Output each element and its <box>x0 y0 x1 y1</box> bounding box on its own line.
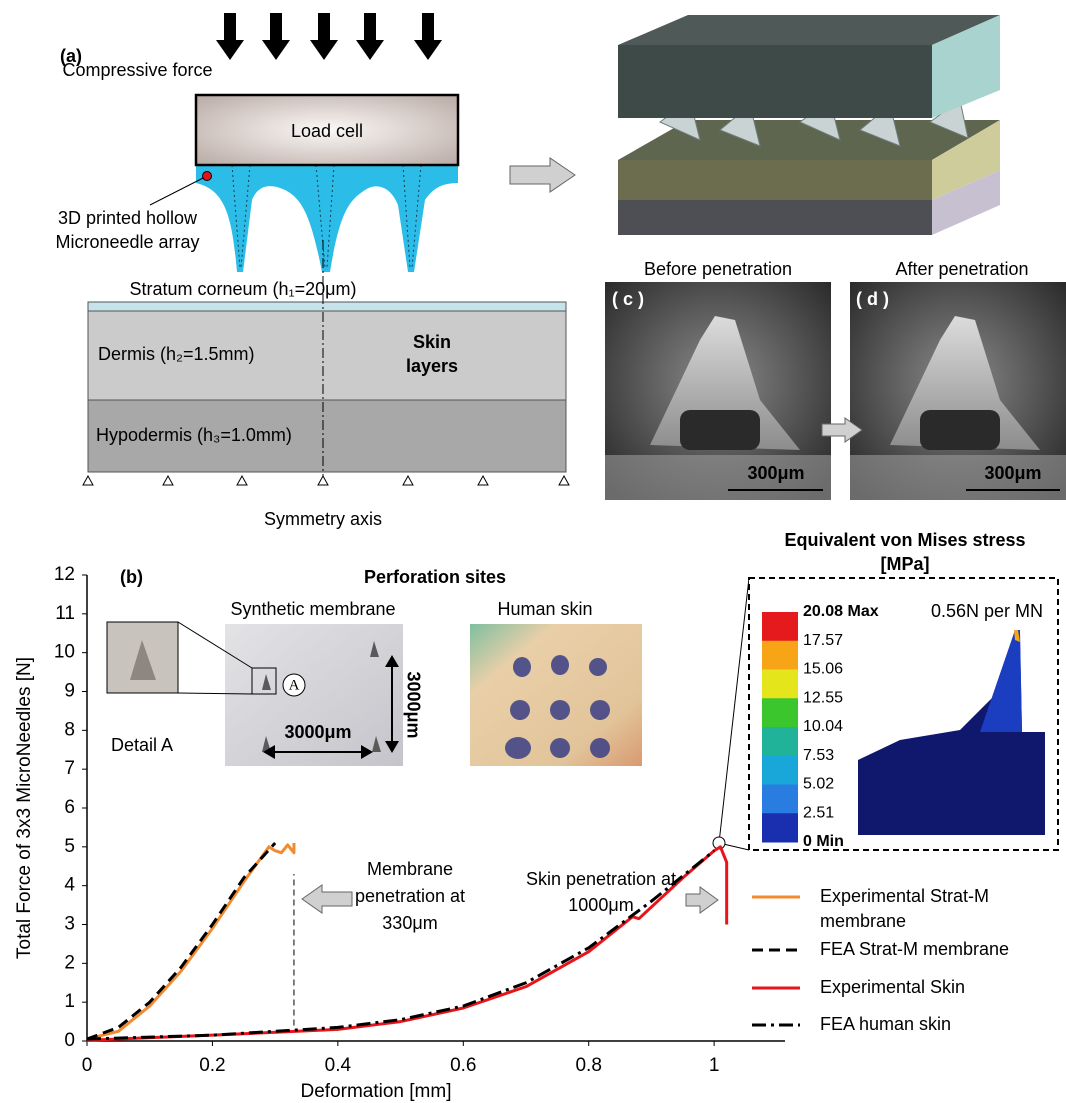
y-tick-label: 0 <box>64 1030 75 1051</box>
x-tick-label: 0.6 <box>450 1055 476 1076</box>
dimension-label: 3000μm <box>284 722 351 742</box>
inset-title: Perforation sites <box>364 567 506 587</box>
colorbar-label: 5.02 <box>803 776 834 793</box>
y-tick-label: 2 <box>64 952 75 973</box>
colorbar-band <box>762 612 798 641</box>
dermis-label: Dermis (h₂=1.5mm) <box>98 344 255 364</box>
colorbar-label: 7.53 <box>803 747 834 764</box>
annotation: Membrane penetration at 330μm <box>354 856 466 937</box>
series-line <box>87 843 294 1039</box>
legend-label: FEA human skin <box>820 1012 1060 1037</box>
legend-label: FEA Strat-M membrane <box>820 937 1060 962</box>
x-tick-label: 1 <box>709 1055 720 1076</box>
render-3d <box>618 15 1000 235</box>
colorbar-label: 10.04 <box>803 718 843 735</box>
legend-label: Experimental Skin <box>820 975 1060 1000</box>
arrow <box>510 158 575 192</box>
leader-line <box>150 176 207 205</box>
fea-load: 0.56N per MN <box>931 601 1043 621</box>
force-label: Compressive force <box>60 58 215 82</box>
legend-label: Experimental Strat-M membrane <box>820 884 1060 934</box>
y-tick-label: 10 <box>54 642 75 663</box>
colorbar-label: 12.55 <box>803 689 843 706</box>
y-tick-label: 8 <box>64 719 75 740</box>
colorbar-band <box>762 785 798 814</box>
hypodermis-label: Hypodermis (h₃=1.0mm) <box>96 425 292 445</box>
layers-label: Skin layers <box>400 330 464 378</box>
axis-label: Symmetry axis <box>264 509 382 529</box>
dimension-label: 3000μm <box>403 671 423 738</box>
panel-title: Before penetration <box>644 259 792 279</box>
x-axis-label: Deformation [mm] <box>301 1081 452 1102</box>
y-tick-label: 6 <box>64 797 75 818</box>
panel-title: After penetration <box>895 259 1028 279</box>
colorbar-label: 20.08 Max <box>803 603 879 620</box>
x-tick-label: 0.4 <box>325 1055 352 1076</box>
colorbar-band <box>762 641 798 670</box>
inset-label: Human skin <box>497 599 592 619</box>
panel-label: (b) <box>120 567 143 587</box>
y-tick-label: 9 <box>64 681 75 702</box>
colorbar-label: 17.57 <box>803 632 843 649</box>
fea-title: Equivalent von Mises stress [MPa] <box>770 528 1040 576</box>
x-tick-label: 0.2 <box>199 1055 225 1076</box>
colorbar-label: 2.51 <box>803 804 834 821</box>
y-tick-label: 7 <box>64 758 75 779</box>
marker-label: A <box>289 677 300 693</box>
arrow <box>686 887 718 913</box>
callout-line <box>719 578 749 843</box>
colorbar-band <box>762 698 798 727</box>
series-line <box>87 843 275 1039</box>
y-tick-label: 11 <box>55 603 75 624</box>
y-tick-label: 12 <box>54 564 75 585</box>
y-tick-label: 5 <box>64 836 75 857</box>
colorbar-band <box>762 756 798 785</box>
supports <box>83 476 569 485</box>
scale-label: 300μm <box>984 463 1041 483</box>
inset-label: Synthetic membrane <box>230 599 395 619</box>
y-axis-label: Total Force of 3x3 MicroNeedles [N] <box>14 657 35 959</box>
force-arrows <box>216 13 442 60</box>
scale-label: 300μm <box>747 463 804 483</box>
panel-label: ( d ) <box>856 289 889 309</box>
needle-label: 3D printed hollow Microneedle array <box>40 206 215 254</box>
stratum-label: Stratum corneum (h₁=20μm) <box>129 279 356 299</box>
perforations <box>505 655 610 759</box>
inset-label: Detail A <box>111 735 173 755</box>
figure: (a) Load cell Stratum corneum (h₁=20μm) … <box>0 0 1066 1103</box>
load-cell-label: Load cell <box>291 121 363 141</box>
annotation: Skin penetration at 1000μm <box>521 866 681 918</box>
x-tick-label: 0 <box>82 1055 93 1076</box>
colorbar-band <box>762 670 798 699</box>
y-tick-label: 4 <box>64 875 75 896</box>
colorbar-label: 0 Min <box>803 833 844 850</box>
point-marker <box>203 172 212 181</box>
stratum-layer <box>88 302 566 311</box>
arrow <box>302 885 352 913</box>
y-tick-label: 3 <box>64 914 75 935</box>
microneedle-array <box>196 165 458 272</box>
colorbar-label: 15.06 <box>803 661 843 678</box>
y-tick-label: 1 <box>64 991 75 1012</box>
colorbar-band <box>762 813 798 842</box>
colorbar-band <box>762 727 798 756</box>
panel-label: ( c ) <box>612 289 644 309</box>
x-tick-label: 0.8 <box>575 1055 601 1076</box>
